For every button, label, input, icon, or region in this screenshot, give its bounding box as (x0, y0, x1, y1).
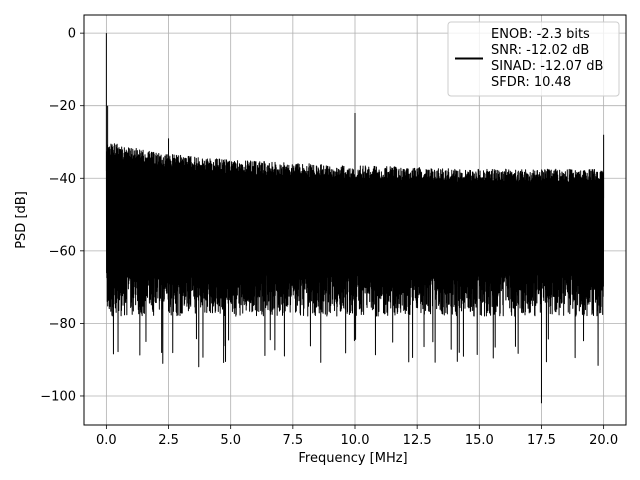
y-tick-label: −40 (49, 172, 76, 187)
x-axis-ticks: 0.0 2.5 5.0 7.5 10.0 12.5 15.0 17.5 20.0 (96, 425, 618, 448)
y-tick-label: 0 (68, 27, 76, 42)
y-axis-ticks: 0 −20 −40 −60 −80 −100 (40, 27, 84, 404)
y-axis-label: PSD [dB] (14, 191, 29, 249)
x-axis-label: Frequency [MHz] (298, 451, 407, 466)
y-tick-label: −60 (49, 244, 76, 259)
y-tick-label: −20 (49, 99, 76, 114)
x-tick-label: 7.5 (283, 433, 304, 448)
x-tick-label: 20.0 (589, 433, 618, 448)
x-tick-label: 15.0 (465, 433, 494, 448)
legend-box (447, 21, 620, 97)
psd-series-line (105, 33, 605, 404)
y-tick-label: −100 (40, 389, 76, 404)
y-tick-label: −80 (49, 317, 76, 332)
legend-line-sfdr: SFDR: 10.48 (491, 75, 571, 90)
legend-line-snr: SNR: -12.02 dB (491, 43, 589, 58)
x-tick-label: 0.0 (96, 433, 117, 448)
x-tick-label: 2.5 (158, 433, 179, 448)
legend: ENOB: -2.3 bits SNR: -12.02 dB SINAD: -1… (447, 21, 620, 97)
legend-line-sinad: SINAD: -12.07 dB (491, 59, 603, 74)
x-tick-label: 10.0 (341, 433, 370, 448)
x-tick-label: 17.5 (527, 433, 556, 448)
x-tick-label: 5.0 (220, 433, 241, 448)
x-tick-label: 12.5 (403, 433, 432, 448)
legend-line-enob: ENOB: -2.3 bits (491, 27, 590, 42)
